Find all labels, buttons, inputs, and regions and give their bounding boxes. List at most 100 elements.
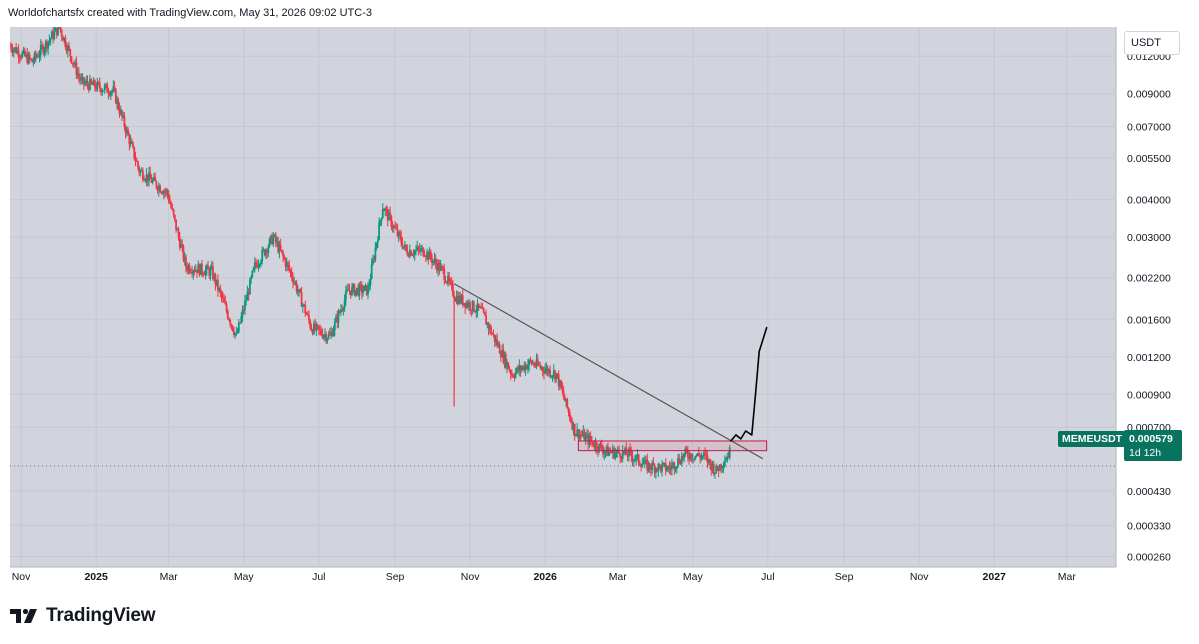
candle-body	[629, 448, 631, 451]
candle-body	[400, 236, 403, 244]
candle-body	[586, 434, 588, 436]
candle-body	[210, 266, 213, 269]
candle-body	[223, 298, 225, 303]
candle-body	[420, 248, 422, 252]
candle-body	[289, 270, 292, 272]
candle-body	[30, 58, 32, 60]
candle-body	[369, 278, 372, 285]
candle-body	[15, 47, 18, 54]
x-tick-label: Nov	[12, 571, 31, 583]
candle-body	[444, 280, 447, 283]
candle-body	[191, 272, 193, 274]
x-tick-label: Mar	[609, 571, 628, 583]
candle-body	[68, 45, 70, 50]
candle-body	[485, 315, 488, 325]
candle-body	[417, 247, 420, 250]
candle-body	[467, 302, 470, 307]
candle-body	[396, 228, 399, 236]
candle-body	[34, 53, 37, 58]
candle-body	[607, 446, 609, 456]
candle-body	[133, 146, 136, 159]
candle-body	[615, 451, 618, 453]
candle-body	[669, 468, 672, 470]
candle-body	[504, 354, 507, 368]
candle-body	[509, 370, 512, 375]
candle-body	[559, 380, 561, 387]
candle-body	[653, 465, 656, 473]
candle-body	[492, 334, 495, 336]
candle-body	[528, 359, 531, 365]
candle-body	[149, 172, 152, 179]
candle-body	[518, 365, 521, 372]
candle-body	[443, 268, 446, 281]
candle-body	[630, 450, 633, 457]
candle-body	[666, 469, 668, 471]
candle-body	[283, 256, 286, 260]
candle-body	[599, 443, 602, 445]
currency-button[interactable]: USDT	[1124, 31, 1180, 55]
candle-body	[632, 459, 635, 461]
candle-body	[80, 79, 83, 81]
candle-body	[680, 456, 683, 464]
price-chart[interactable]: 0.0120000.0090000.0070000.0055000.004000…	[10, 27, 1190, 590]
candle-body	[587, 434, 590, 445]
candle-body	[543, 370, 545, 374]
candle-body	[309, 320, 312, 328]
candle-body	[685, 448, 688, 452]
x-tick-label: Nov	[910, 571, 929, 583]
candle-body	[170, 203, 173, 208]
candle-body	[213, 274, 216, 279]
candle-body	[386, 209, 389, 221]
candle-body	[602, 449, 604, 454]
candle-body	[714, 472, 716, 475]
candle-body	[79, 76, 82, 81]
candle-body	[440, 265, 443, 267]
candle-body	[613, 448, 615, 459]
candle-body	[21, 52, 24, 58]
candle-body	[588, 436, 591, 445]
candle-body	[642, 463, 645, 465]
candle-body	[495, 339, 497, 342]
candle-body	[608, 451, 611, 456]
candle-body	[370, 264, 373, 279]
candle-body	[266, 250, 269, 253]
candle-body	[235, 332, 238, 334]
candle-body	[85, 80, 88, 83]
candle-body	[663, 462, 666, 464]
candle-body	[129, 140, 132, 145]
candle-body	[268, 238, 271, 247]
candle-body	[257, 264, 260, 268]
symbol-tag: MEMEUSDT	[1058, 431, 1127, 447]
candle-body	[121, 110, 123, 117]
candle-body	[434, 258, 437, 264]
candle-body	[722, 466, 725, 468]
x-tick-label: Nov	[461, 571, 480, 583]
candle-body	[138, 167, 141, 173]
chart-area[interactable]: 0.012000 0.009000 0.007000 0.005500 0.004000…	[10, 27, 1190, 590]
candle-body	[465, 302, 468, 308]
candle-body	[176, 229, 179, 231]
candle-body	[515, 367, 518, 372]
candle-body	[598, 443, 601, 452]
candle-body	[362, 290, 364, 294]
candle-body	[239, 322, 241, 324]
candle-body	[103, 85, 106, 91]
candle-body	[23, 49, 26, 56]
candle-body	[674, 468, 677, 470]
candle-body	[549, 369, 551, 377]
candle-body	[357, 287, 360, 296]
candle-body	[340, 309, 342, 313]
candle-body	[578, 434, 581, 439]
candle-body	[727, 456, 730, 458]
candle-body	[593, 445, 596, 448]
candle-body	[260, 261, 262, 265]
candle-body	[233, 330, 235, 335]
candle-body	[341, 309, 344, 311]
candle-body	[327, 334, 330, 339]
candle-body	[344, 291, 347, 300]
candle-body	[205, 265, 208, 270]
candle-body	[568, 412, 571, 419]
candle-body	[125, 129, 128, 134]
tradingview-branding[interactable]: TradingView	[10, 604, 156, 628]
candle-body	[591, 440, 593, 442]
